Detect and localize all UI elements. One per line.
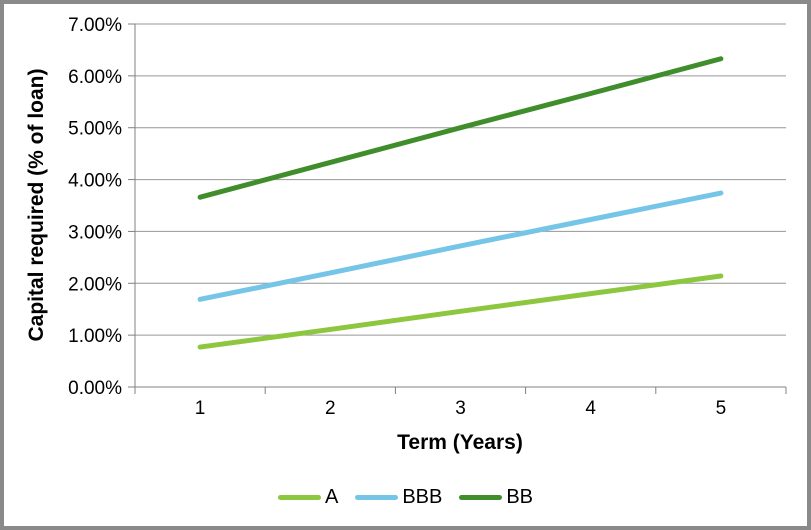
series-line-BBB	[197, 190, 724, 302]
legend-swatch-A	[277, 494, 321, 500]
legend-swatch-BBB	[355, 494, 399, 500]
x-tick-label: 4	[585, 398, 596, 419]
axes	[128, 23, 787, 394]
y-tick-label: 0.00%	[68, 378, 122, 399]
y-axis-title: Capital required (% of loan)	[25, 68, 48, 341]
gridlines	[135, 23, 786, 336]
x-tick-label: 5	[716, 398, 727, 419]
legend-item-BB: BB	[459, 483, 533, 511]
y-tick-label: 6.00%	[68, 67, 122, 88]
y-tick-label: 4.00%	[68, 171, 122, 192]
legend-label: BBB	[402, 486, 443, 508]
legend-item-BBB: BBB	[355, 483, 442, 511]
x-tick-label: 1	[195, 398, 206, 419]
x-tick-label: 2	[325, 398, 336, 419]
legend-label: BB	[506, 486, 534, 508]
y-tick-label: 3.00%	[68, 222, 122, 243]
legend: A BBB BB	[0, 483, 811, 511]
x-axis-title: Term (Years)	[397, 431, 523, 454]
y-tick-label: 5.00%	[68, 119, 122, 140]
series-lines	[197, 56, 724, 350]
y-tick-label: 1.00%	[68, 326, 122, 347]
series-line-A	[197, 273, 724, 350]
legend-swatch-BB	[459, 494, 503, 500]
legend-label: A	[324, 486, 339, 508]
series-line-BB	[197, 56, 724, 200]
legend-item-A: A	[277, 483, 339, 511]
y-tick-label: 7.00%	[68, 15, 122, 36]
x-tick-label: 3	[455, 398, 466, 419]
tick-labels: 0.00% 1.00% 2.00% 3.00% 4.00% 5.00% 6.00% 7.00%…	[68, 15, 726, 419]
y-tick-label: 2.00%	[68, 274, 122, 295]
